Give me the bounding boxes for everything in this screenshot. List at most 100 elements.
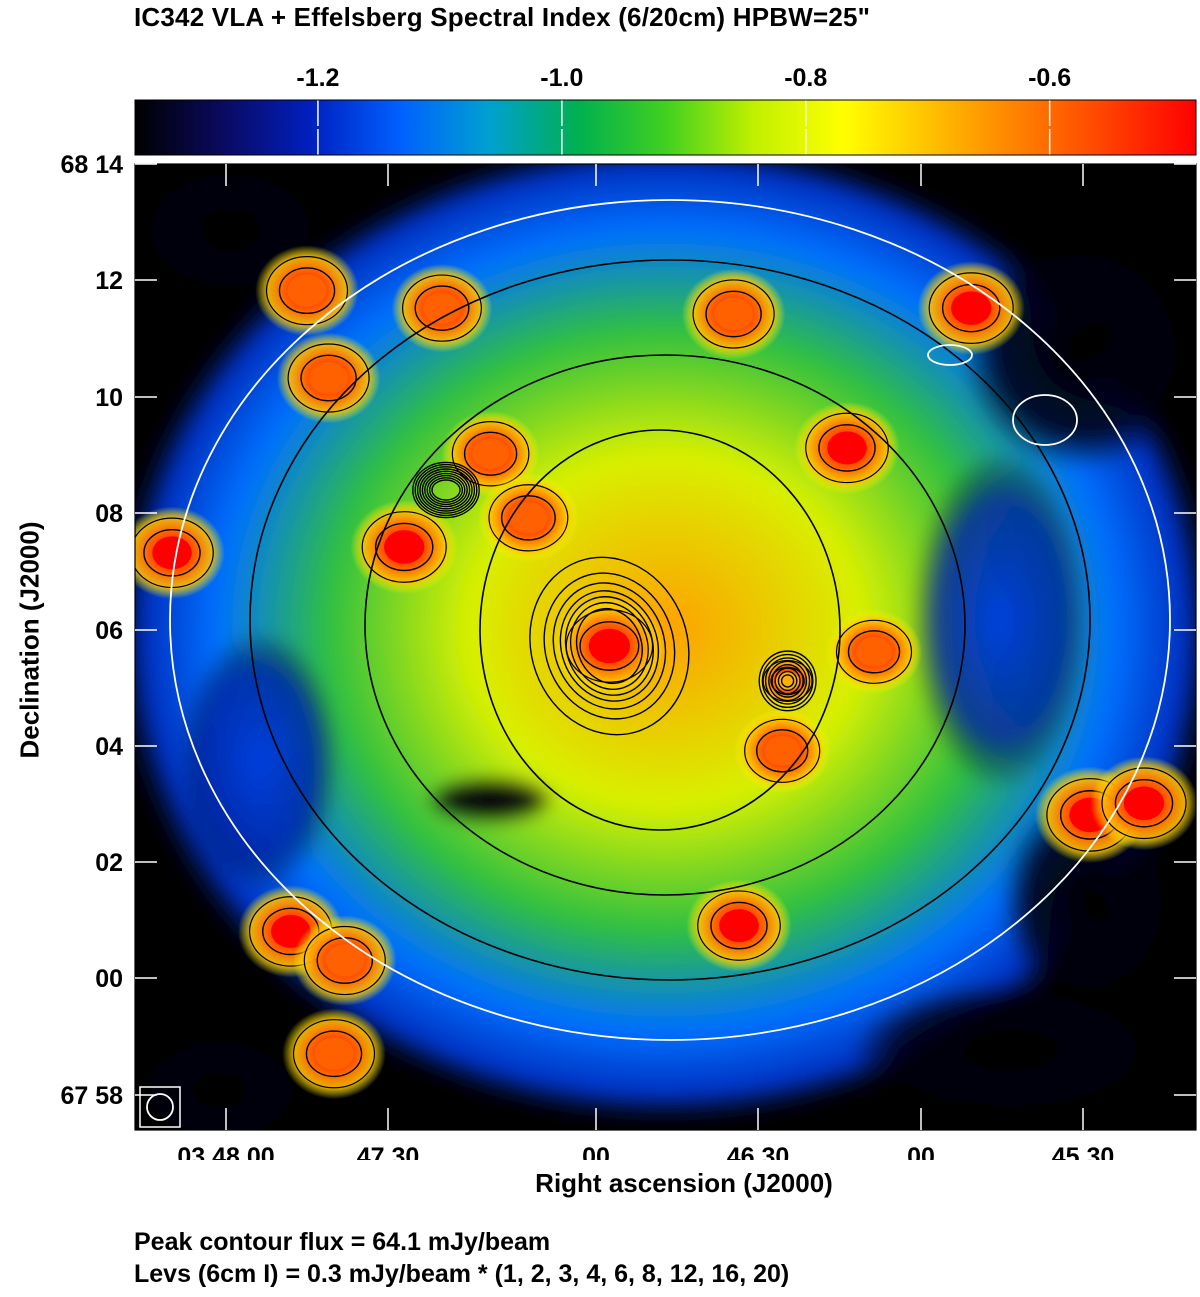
spectral-index-map <box>135 164 1196 1130</box>
knot-core <box>325 944 365 977</box>
y-tick-label: 67 58 <box>60 1082 123 1110</box>
source-contour <box>771 664 804 698</box>
emission-knot <box>350 499 458 594</box>
knot-contour <box>1101 767 1187 840</box>
nucleus-contour <box>552 582 667 710</box>
x-axis-label: Right ascension (J2000) <box>535 1168 833 1198</box>
source-contour <box>774 667 801 695</box>
chart-svg: -1.2 -1.0 -0.8 -0.6 <box>60 64 1197 1160</box>
emission-knot <box>391 264 493 353</box>
knot-contour <box>1114 779 1174 828</box>
colorbar-tick-label: -0.8 <box>784 64 827 92</box>
nucleus-contour <box>529 556 690 736</box>
knot-contour <box>744 718 821 783</box>
beam-circle <box>146 1093 174 1121</box>
peak-flux-note: Peak contour flux = 64.1 mJy/beam <box>134 1228 551 1256</box>
emission-knot <box>917 261 1025 356</box>
knot-contour <box>847 630 901 674</box>
knot-contour <box>451 421 530 487</box>
plot-frame <box>134 163 1197 1131</box>
colorbar-fill <box>135 100 1196 155</box>
nucleus-contours <box>529 556 690 736</box>
knot-contour <box>488 484 569 552</box>
emission-knot <box>282 1008 386 1100</box>
knot-core <box>287 274 327 307</box>
colorbar: -1.2 -1.0 -0.8 -0.6 <box>134 64 1197 156</box>
y-tick-label: 02 <box>95 849 123 877</box>
y-tick-label: 68 14 <box>60 151 123 179</box>
source-contours-upper-left <box>412 461 480 519</box>
source-contour <box>768 660 808 702</box>
source-contour <box>758 650 817 712</box>
beam-box <box>139 1086 181 1128</box>
hole-bottom-left <box>135 1030 310 1130</box>
nucleus-contour <box>559 590 660 702</box>
emission-knot <box>255 245 359 337</box>
y-tick-label: 12 <box>95 267 123 295</box>
knot-contour <box>361 511 447 583</box>
x-tick-label: 47 30 <box>357 1143 420 1160</box>
x-tick-label: 00 <box>582 1143 610 1160</box>
knot-core <box>764 735 801 766</box>
y-tick-label: 04 <box>95 733 123 761</box>
source-contour <box>419 468 473 512</box>
y-axis-label: Declination (J2000) <box>14 521 45 759</box>
contour-layer <box>169 199 1171 1041</box>
source-contour <box>412 461 480 519</box>
knot-contour <box>287 343 370 413</box>
y-tick-label: 06 <box>95 617 123 645</box>
emission-knot <box>826 609 922 694</box>
knot-contour <box>265 256 349 326</box>
contour-levels-note: Levs (6cm I) = 0.3 mJy/beam * (1, 2, 3, … <box>134 1260 790 1288</box>
chart-title: IC342 VLA + Effelsberg Spectral Index (6… <box>134 2 871 32</box>
contour-outer <box>169 199 1171 1041</box>
hole-right-upper <box>960 230 1196 470</box>
knot-contour <box>692 279 775 349</box>
knot-contour <box>756 729 809 773</box>
knot-core <box>472 438 509 470</box>
knot-contour <box>303 925 386 996</box>
knot-core <box>719 909 759 943</box>
source-contour <box>424 472 468 508</box>
knot-core <box>856 636 892 667</box>
knot-contour <box>374 522 434 572</box>
knot-contour <box>316 937 374 984</box>
source-contour <box>777 670 798 692</box>
knot-contour <box>770 666 805 696</box>
emission-knot <box>756 653 819 709</box>
y-tick-label: 10 <box>95 384 123 412</box>
x-tick-label: 00 <box>907 1143 935 1160</box>
knot-core <box>588 628 631 664</box>
knot-contour <box>414 285 470 331</box>
emission-knot <box>681 268 786 360</box>
x-tick-label: 46 30 <box>727 1143 790 1160</box>
contour-white-patch-right <box>1012 394 1078 446</box>
y-tick-label: 00 <box>95 965 123 993</box>
knot-core <box>423 292 461 324</box>
knot-contour <box>278 267 336 315</box>
hole-bottom-right <box>850 980 1170 1120</box>
emission-knot <box>1090 756 1196 851</box>
source-contour <box>426 474 466 506</box>
colorbar-tick-label: -1.2 <box>296 64 339 92</box>
colorbar-tick-label: -0.6 <box>1028 64 1071 92</box>
emission-knot <box>478 473 579 562</box>
blue-ring-left <box>180 630 340 890</box>
blob-layer <box>135 245 1196 1100</box>
emission-knot <box>276 332 381 424</box>
contour-level-3 <box>364 354 966 896</box>
y-tick-label: 08 <box>95 500 123 528</box>
emission-knot <box>441 410 540 497</box>
emission-knot <box>135 506 225 599</box>
hole-lower-left <box>425 775 555 825</box>
knot-contour <box>300 354 357 402</box>
knot-core <box>714 297 754 331</box>
nucleus-contour <box>564 596 654 696</box>
knot-contour <box>928 272 1014 345</box>
knot-core <box>152 536 192 570</box>
blue-arm-right <box>910 450 1090 790</box>
knot-contour <box>762 659 813 703</box>
knot-core <box>775 671 800 691</box>
source-contour <box>780 674 795 688</box>
source-contour <box>428 477 464 503</box>
